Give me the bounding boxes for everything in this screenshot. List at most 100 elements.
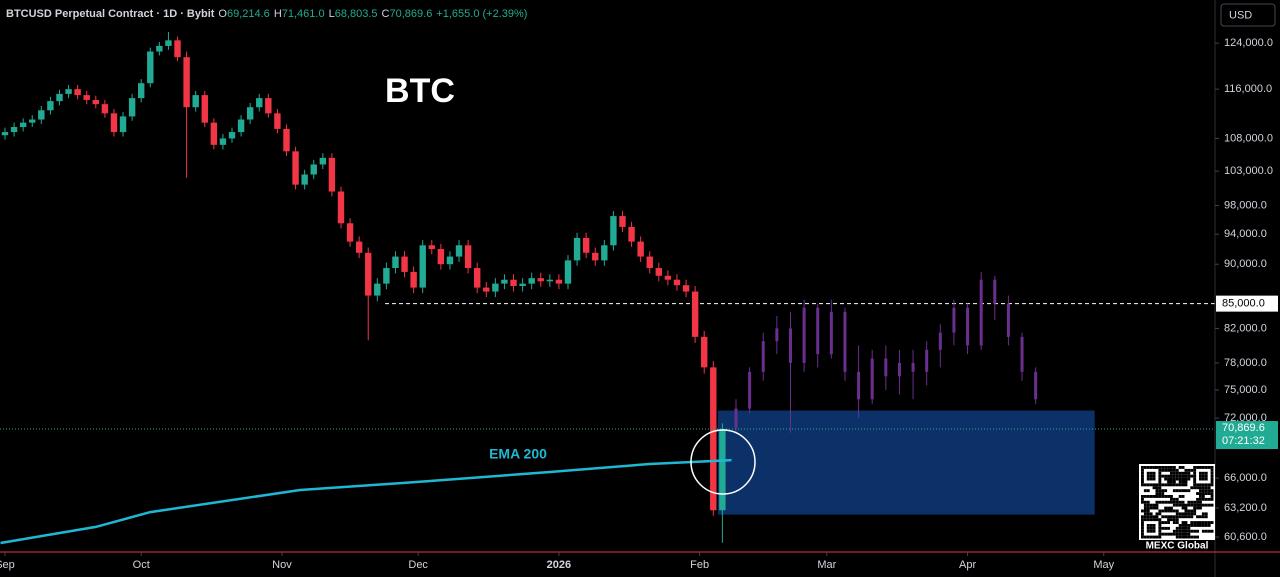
qr-cell: [1187, 535, 1191, 539]
candle-body: [310, 164, 317, 175]
candle-body: [374, 283, 381, 296]
qr-cell: [1190, 500, 1194, 504]
qr-cell: [1170, 466, 1173, 469]
annotation-title: BTC: [385, 72, 455, 110]
qr-cell: [1146, 474, 1150, 478]
qr-cell: [1187, 503, 1191, 507]
qr-cell: [1146, 526, 1150, 530]
qr-cell: [1201, 497, 1205, 501]
candle-body: [19, 122, 27, 128]
candle-body: [519, 283, 526, 287]
qr-cell: [1167, 477, 1170, 481]
qr-cell: [1181, 521, 1185, 524]
qr-cell: [1170, 515, 1173, 519]
candle-body: [925, 349, 929, 372]
qr-cell: [1175, 521, 1179, 524]
qr-cell: [1158, 529, 1162, 533]
qr-cell: [1170, 532, 1173, 536]
candle-body: [966, 307, 970, 346]
last-price-label: 70,869.6: [1222, 422, 1265, 434]
qr-cell: [1141, 509, 1144, 513]
qr-cell: [1187, 524, 1191, 527]
qr-cell: [1146, 506, 1150, 510]
x-tick-label: Nov: [272, 559, 292, 571]
qr-cell: [1164, 477, 1168, 481]
qr-cell: [1178, 532, 1182, 536]
qr-cell: [1172, 483, 1176, 487]
qr-cell: [1210, 483, 1214, 487]
qr-cell: [1201, 466, 1205, 469]
qr-cell: [1196, 535, 1199, 539]
qr-cell: [1204, 529, 1208, 533]
qr-cell: [1158, 477, 1162, 481]
qr-cell: [1158, 532, 1162, 536]
qr-cell: [1175, 483, 1179, 487]
candle-body: [1034, 371, 1038, 400]
candle-body: [10, 127, 18, 133]
x-tick-label: Apr: [959, 559, 976, 571]
currency[interactable]: USD: [1229, 9, 1252, 21]
candle-body: [628, 226, 635, 242]
candle-body: [428, 245, 435, 250]
qr-cell: [1201, 492, 1205, 495]
qr-cell: [1175, 468, 1179, 472]
qr-cell: [1210, 480, 1214, 484]
y-tick-label: 90,000.0: [1224, 258, 1267, 270]
qr-cell: [1149, 512, 1153, 516]
candle-body: [816, 307, 820, 355]
candle-body: [1020, 336, 1024, 372]
candle-body: [537, 278, 544, 282]
qr-cell: [1146, 483, 1150, 487]
qr-cell: [1167, 515, 1170, 519]
qr-cell: [1152, 477, 1156, 481]
ema-label: EMA 200: [489, 446, 547, 462]
qr-cell: [1184, 529, 1188, 533]
qr-cell: [1161, 466, 1165, 469]
y-tick-label: 66,000.0: [1224, 472, 1267, 484]
qr-cell: [1193, 480, 1197, 484]
qr-cell: [1161, 492, 1165, 495]
qr-cell: [1210, 468, 1214, 472]
qr-cell: [1146, 471, 1150, 475]
candle-body: [870, 358, 874, 400]
qr-cell: [1199, 466, 1202, 469]
qr-cell: [1193, 506, 1197, 510]
qr-cell: [1193, 524, 1197, 527]
qr-cell: [1187, 526, 1191, 530]
countdown: 07:21:32: [1222, 435, 1265, 447]
qr-cell: [1175, 489, 1179, 493]
candle-body: [74, 89, 81, 96]
qr-cell: [1210, 495, 1214, 498]
qr-cell: [1146, 518, 1150, 522]
y-tick-label: 103,000.0: [1224, 165, 1273, 177]
qr-cell: [1178, 500, 1182, 504]
currency-button[interactable]: [1220, 3, 1276, 27]
qr-cell: [1155, 512, 1159, 516]
qr-cell: [1210, 497, 1214, 501]
qr-cell: [1143, 483, 1147, 487]
qr-cell: [1210, 489, 1214, 493]
qr-cell: [1141, 532, 1144, 536]
qr-cell: [1175, 474, 1179, 478]
candle-body: [437, 249, 445, 265]
qr-cell: [1181, 535, 1185, 539]
qr-cell: [1181, 474, 1185, 478]
qr-cell: [1175, 526, 1179, 530]
qr-cell: [1141, 535, 1144, 539]
y-tick-label: 116,000.0: [1224, 83, 1272, 95]
qr-cell: [1201, 529, 1205, 533]
qr-cell: [1184, 524, 1188, 527]
qr-cell: [1175, 535, 1179, 539]
candle-body: [761, 341, 765, 372]
qr-cell: [1175, 500, 1179, 504]
qr-cell: [1199, 489, 1202, 493]
candle-body: [119, 116, 127, 133]
candle-body: [952, 307, 956, 333]
qr-cell: [1204, 497, 1208, 501]
qr-cell: [1199, 500, 1202, 504]
x-tick-label: Dec: [408, 559, 428, 571]
qr-cell: [1155, 506, 1159, 510]
qr-cell: [1184, 532, 1188, 536]
qr-cell: [1141, 471, 1144, 475]
qr-cell: [1207, 486, 1211, 490]
